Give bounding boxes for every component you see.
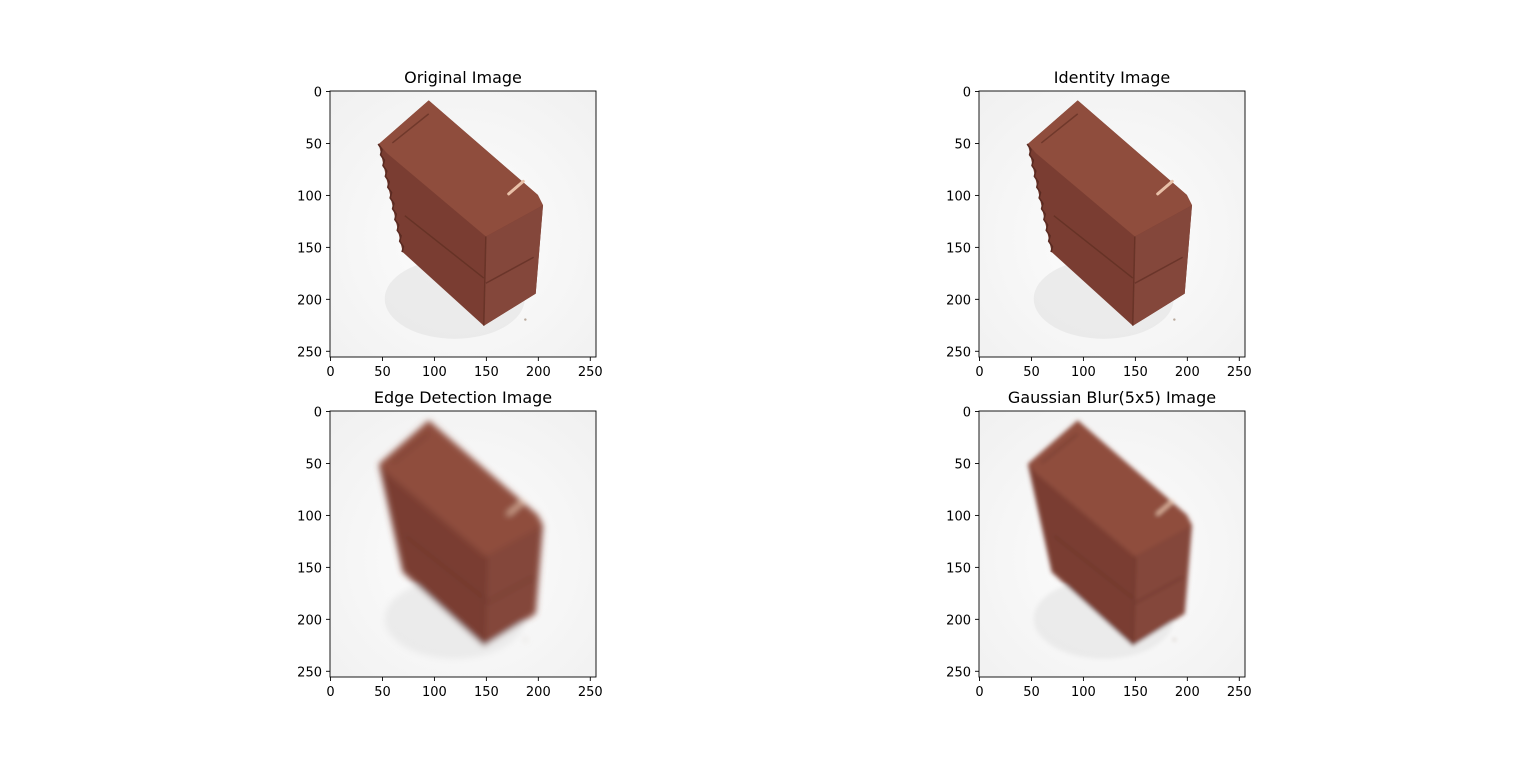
brick-photo [1027, 420, 1192, 659]
x-tick-label: 200 [1175, 685, 1200, 700]
y-tick-label: 150 [946, 241, 971, 256]
axes-frame [978, 410, 1246, 678]
y-tick-label: 250 [297, 345, 322, 360]
y-tick-label: 250 [946, 345, 971, 360]
brick-side-face [1132, 525, 1192, 646]
x-tick-label: 100 [1071, 365, 1096, 380]
x-tick-label: 250 [578, 685, 603, 700]
panel-title: Gaussian Blur(5x5) Image [1008, 388, 1216, 407]
panel-gaussian: Gaussian Blur(5x5) Image 0 50 100 150 200 250 0… [946, 388, 1252, 700]
x-tick-label: 50 [374, 365, 391, 380]
axes-frame [978, 90, 1246, 358]
panel-identity: Identity Image 0 50 100 150 200 250 0 50 100 150 20… [946, 68, 1252, 380]
x-tick-label: 0 [326, 685, 334, 700]
x-tick-label: 250 [1227, 365, 1252, 380]
brick-photo [378, 420, 543, 659]
axes-frame [329, 410, 597, 678]
brick-top-face [378, 100, 543, 237]
y-tick-label: 200 [946, 293, 971, 308]
brick-top-face [1027, 420, 1192, 557]
x-tick-label: 150 [474, 685, 499, 700]
x-tick-label: 150 [474, 365, 499, 380]
x-tick-label: 150 [1123, 365, 1148, 380]
y-tick-label: 200 [946, 613, 971, 628]
y-tick-label: 150 [297, 241, 322, 256]
x-tick-label: 50 [1023, 365, 1040, 380]
x-tick-label: 50 [1023, 685, 1040, 700]
y-tick-label: 150 [946, 561, 971, 576]
brick-side-face [483, 205, 543, 326]
panel-edge: Edge Detection Image 0 50 100 150 200 250 0 50 10… [297, 388, 603, 700]
y-tick-label: 200 [297, 613, 322, 628]
x-tick-label: 200 [1175, 365, 1200, 380]
x-tick-label: 50 [374, 685, 391, 700]
brick-top-face [378, 420, 543, 557]
y-tick-label: 50 [954, 137, 971, 152]
x-tick-label: 250 [578, 365, 603, 380]
y-tick-label: 0 [963, 86, 971, 101]
x-tick-label: 0 [975, 365, 983, 380]
x-tick-label: 100 [1071, 685, 1096, 700]
y-tick-label: 150 [297, 561, 322, 576]
x-tick-label: 0 [975, 685, 983, 700]
y-tick-label: 100 [946, 189, 971, 204]
x-tick-label: 0 [326, 365, 334, 380]
x-tick-label: 200 [526, 365, 551, 380]
x-tick-label: 200 [526, 685, 551, 700]
y-tick-label: 0 [963, 406, 971, 421]
y-tick-label: 50 [305, 457, 322, 472]
y-tick-label: 100 [297, 189, 322, 204]
x-tick-label: 250 [1227, 685, 1252, 700]
y-tick-label: 250 [297, 665, 322, 680]
brick-top-face [1027, 100, 1192, 237]
brick-side-face [483, 525, 543, 646]
y-tick-label: 0 [314, 86, 322, 101]
x-tick-label: 100 [422, 685, 447, 700]
panel-title: Original Image [404, 68, 522, 87]
panel-original: Original Image 0 50 100 150 200 250 0 50 100 150 20… [297, 68, 603, 380]
brick-side-face [1132, 205, 1192, 326]
panel-title: Identity Image [1054, 68, 1171, 87]
y-tick-label: 100 [297, 509, 322, 524]
y-tick-label: 50 [954, 457, 971, 472]
x-tick-label: 100 [422, 365, 447, 380]
y-tick-label: 250 [946, 665, 971, 680]
brick-photo [1026, 100, 1192, 339]
panel-title: Edge Detection Image [374, 388, 552, 407]
y-tick-label: 200 [297, 293, 322, 308]
y-tick-label: 0 [314, 406, 322, 421]
y-tick-label: 100 [946, 509, 971, 524]
y-tick-label: 50 [305, 137, 322, 152]
axes-frame [329, 90, 597, 358]
brick-photo [377, 100, 543, 339]
x-tick-label: 150 [1123, 685, 1148, 700]
